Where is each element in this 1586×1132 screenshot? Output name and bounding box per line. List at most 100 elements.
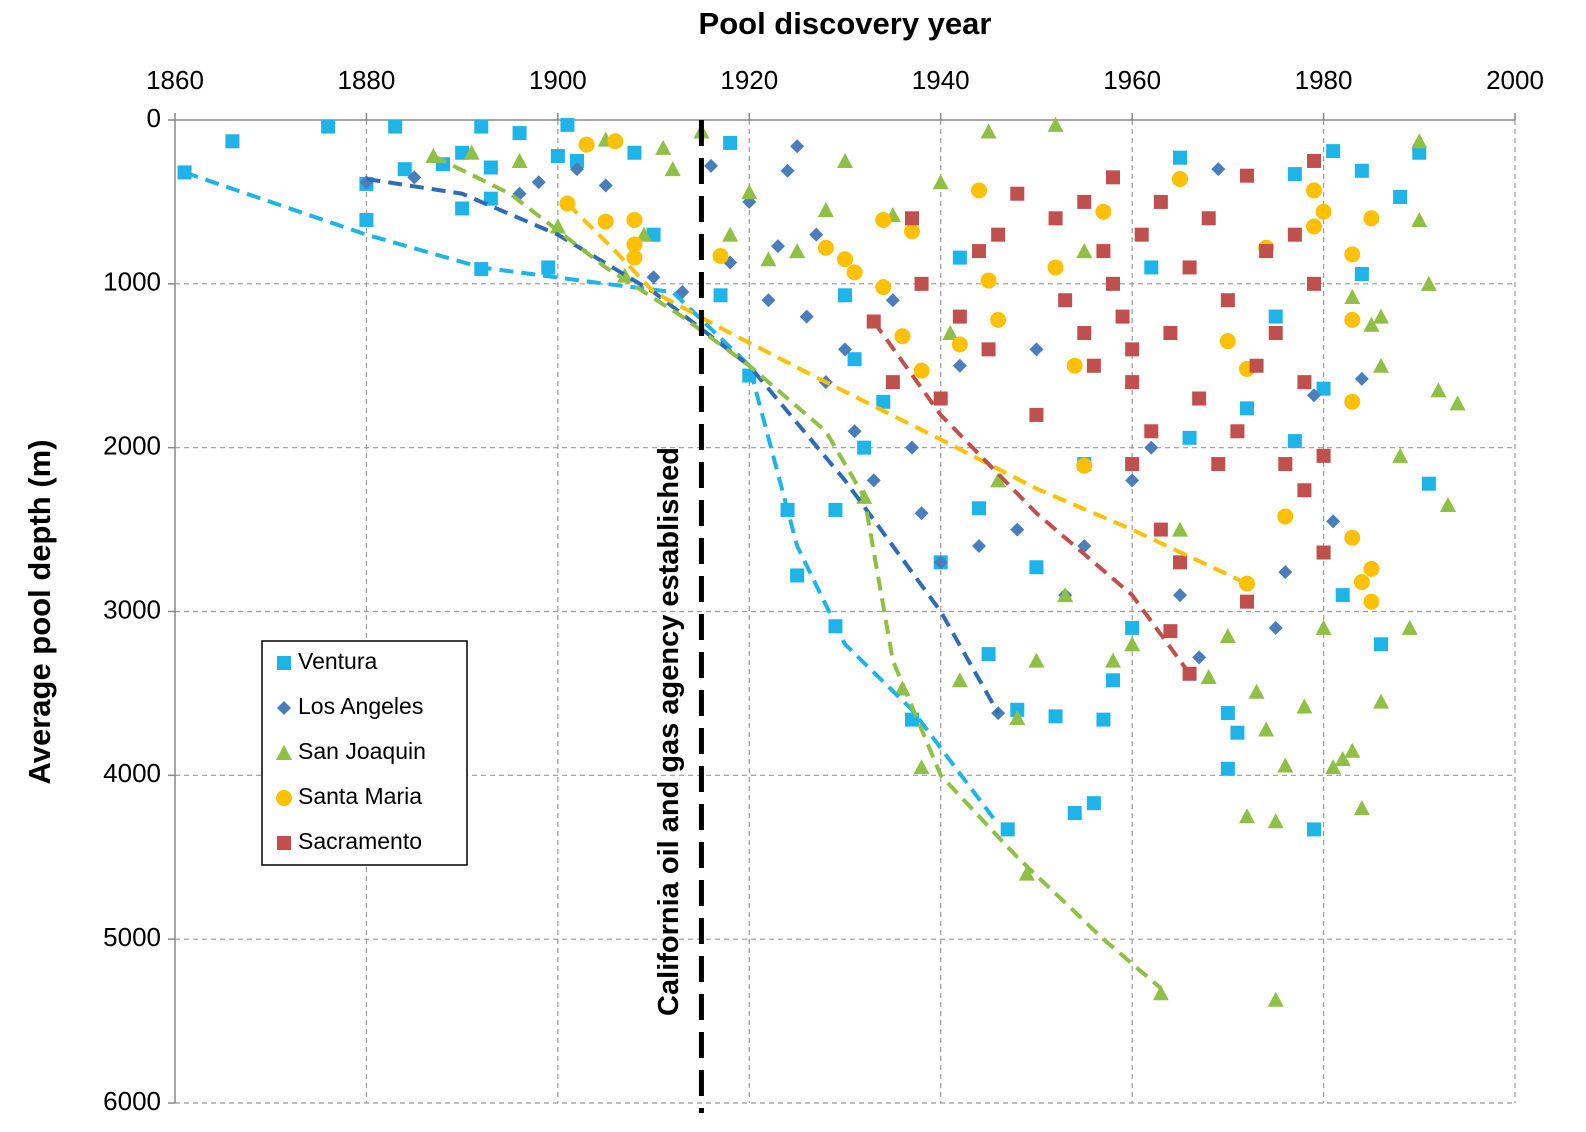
marker-triangle bbox=[1267, 813, 1284, 829]
marker-triangle bbox=[1267, 991, 1284, 1007]
marker-square bbox=[570, 153, 584, 168]
marker-square bbox=[474, 119, 489, 134]
marker-triangle bbox=[1258, 721, 1275, 737]
marker-circle bbox=[597, 213, 614, 230]
marker-circle bbox=[276, 790, 292, 806]
marker-square bbox=[1153, 194, 1168, 209]
marker-diamond bbox=[646, 270, 661, 285]
marker-square bbox=[1182, 260, 1197, 275]
marker-triangle bbox=[1392, 447, 1409, 463]
marker-square bbox=[828, 502, 843, 517]
marker-diamond bbox=[838, 342, 852, 357]
marker-circle bbox=[1315, 203, 1332, 220]
marker-triangle bbox=[1373, 357, 1389, 373]
marker-triangle bbox=[1009, 709, 1026, 725]
marker-circle bbox=[1344, 393, 1361, 410]
legend-box bbox=[261, 640, 468, 866]
marker-square bbox=[1086, 796, 1101, 811]
marker-square bbox=[1240, 401, 1254, 416]
legend-label: Sacramento bbox=[298, 828, 422, 854]
marker-triangle bbox=[1152, 985, 1169, 1001]
marker-square bbox=[1182, 430, 1197, 445]
marker-square bbox=[560, 117, 575, 132]
marker-circle bbox=[1076, 457, 1093, 474]
marker-triangle bbox=[1440, 497, 1456, 513]
marker-square bbox=[1125, 375, 1140, 390]
trend-line bbox=[566, 202, 1248, 586]
marker-diamond bbox=[598, 178, 613, 193]
marker-diamond bbox=[570, 162, 584, 177]
marker-triangle bbox=[1420, 275, 1437, 291]
marker-square bbox=[1125, 457, 1140, 472]
marker-circle bbox=[1344, 529, 1361, 546]
marker-square bbox=[1058, 293, 1073, 308]
marker-triangle bbox=[1344, 288, 1361, 304]
marker-square bbox=[512, 126, 527, 141]
marker-square bbox=[1307, 822, 1321, 837]
marker-triangle bbox=[1296, 698, 1313, 714]
marker-square bbox=[991, 227, 1006, 242]
marker-square bbox=[1048, 709, 1063, 724]
marker-square bbox=[1220, 761, 1235, 776]
marker-triangle bbox=[980, 123, 997, 139]
marker-square bbox=[1307, 153, 1321, 168]
marker-circle bbox=[875, 211, 892, 228]
marker-square bbox=[981, 342, 996, 357]
marker-square bbox=[550, 149, 565, 164]
marker-diamond bbox=[531, 175, 546, 190]
marker-square bbox=[1230, 725, 1245, 740]
marker-triangle bbox=[1430, 382, 1447, 398]
marker-square bbox=[1287, 167, 1302, 182]
marker-circle bbox=[1363, 560, 1380, 577]
marker-square bbox=[483, 160, 498, 175]
marker-square bbox=[1115, 309, 1130, 324]
marker-square bbox=[933, 391, 948, 406]
marker-circle bbox=[1344, 311, 1361, 328]
marker-square bbox=[972, 244, 986, 259]
legend-label: Santa Maria bbox=[298, 783, 422, 809]
marker-diamond bbox=[866, 473, 881, 488]
marker-diamond bbox=[1010, 522, 1025, 537]
x-tick-label: 1920 bbox=[720, 65, 778, 95]
marker-square bbox=[1077, 194, 1092, 209]
marker-square bbox=[1220, 706, 1235, 721]
marker-diamond bbox=[1307, 388, 1321, 403]
marker-square bbox=[1354, 267, 1369, 282]
marker-diamond bbox=[1211, 162, 1226, 177]
y-axis-title: Average pool depth (m) bbox=[22, 439, 57, 784]
marker-diamond bbox=[914, 506, 929, 521]
x-tick-label: 2000 bbox=[1486, 65, 1544, 95]
marker-triangle bbox=[1325, 759, 1342, 775]
marker-triangle bbox=[1373, 693, 1389, 709]
marker-square bbox=[1240, 594, 1254, 609]
marker-square bbox=[972, 501, 986, 516]
marker-triangle bbox=[1363, 316, 1380, 332]
marker-circle bbox=[894, 328, 911, 345]
marker-circle bbox=[1219, 333, 1236, 350]
marker-square bbox=[1144, 424, 1159, 439]
marker-circle bbox=[990, 311, 1007, 328]
marker-square bbox=[1077, 325, 1092, 340]
marker-square bbox=[1000, 822, 1015, 837]
marker-triangle bbox=[741, 184, 758, 200]
marker-square bbox=[1106, 276, 1120, 291]
marker-square bbox=[1173, 555, 1187, 570]
marker-triangle bbox=[1076, 243, 1093, 259]
marker-triangle bbox=[951, 672, 968, 688]
y-tick-label: 1000 bbox=[103, 267, 161, 297]
marker-triangle bbox=[1200, 669, 1217, 685]
marker-triangle bbox=[1018, 865, 1035, 881]
marker-diamond bbox=[972, 538, 986, 553]
marker-square bbox=[1249, 358, 1264, 373]
marker-square bbox=[1307, 276, 1321, 291]
marker-triangle bbox=[664, 161, 681, 177]
marker-square bbox=[1268, 309, 1283, 324]
marker-triangle bbox=[1028, 652, 1045, 668]
marker-square bbox=[321, 119, 336, 134]
marker-square bbox=[1316, 381, 1331, 396]
marker-diamond bbox=[1029, 342, 1044, 357]
marker-diamond bbox=[1268, 620, 1283, 635]
marker-diamond bbox=[809, 227, 824, 242]
marker-square bbox=[1192, 391, 1207, 406]
